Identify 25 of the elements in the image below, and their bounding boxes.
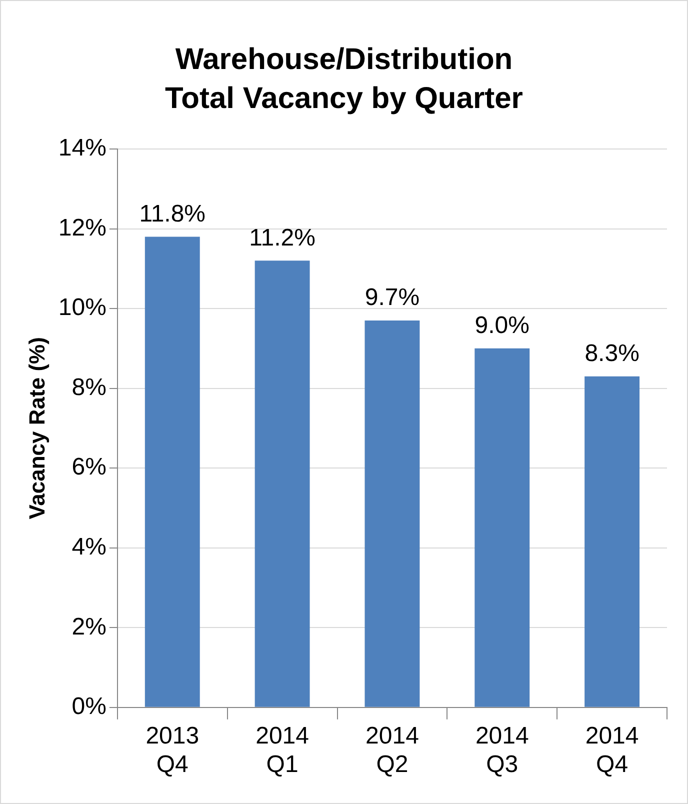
x-tick-label: 2013 Q4 [146,722,200,778]
y-tick-label: 10% [58,294,106,322]
y-axis-title: Vacancy Rate (%) [24,337,50,520]
y-tick-label: 0% [72,693,106,720]
y-tick-label: 14% [58,134,106,162]
bar [254,260,310,707]
y-tick-label: 8% [72,374,106,401]
y-tick-label: 6% [72,454,106,481]
x-tick-label: 2014 Q2 [366,722,419,778]
bar [364,320,420,707]
x-tick-label: 2014 Q3 [475,722,529,778]
bar [144,236,200,707]
y-tick-label: 12% [58,214,106,242]
bar [474,348,530,707]
data-label: 9.7% [364,284,420,312]
x-tick-label: 2014 Q1 [256,722,309,778]
y-tick-label: 2% [72,613,106,640]
data-label: 8.3% [584,340,640,367]
data-label: 11.2% [249,224,316,252]
chart-title: Warehouse/Distribution Total Vacancy by Quarter [165,42,524,115]
y-tick-label: 4% [72,533,106,560]
data-label: 9.0% [474,312,530,340]
bar [584,376,640,707]
data-label: 11.8% [139,200,206,228]
x-tick-label: 2014 Q4 [585,722,639,778]
